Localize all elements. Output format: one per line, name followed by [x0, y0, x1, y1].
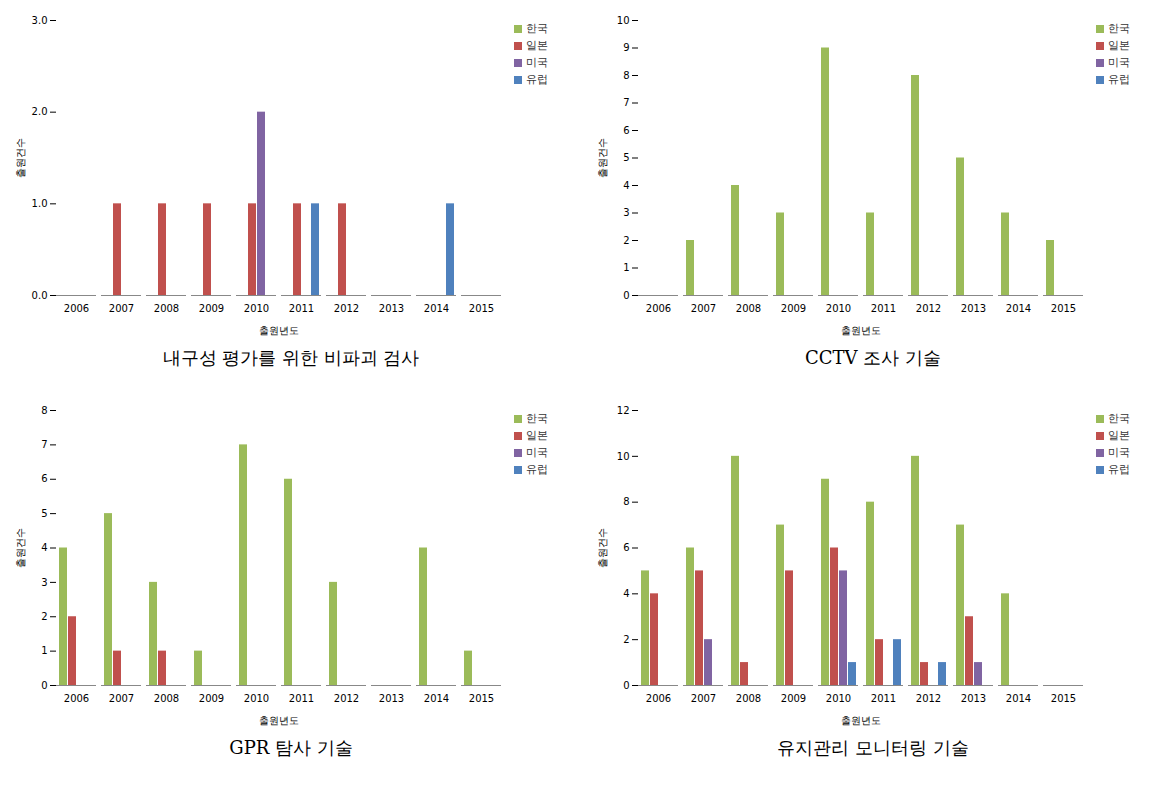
- svg-text:2015: 2015: [469, 303, 494, 314]
- svg-text:1: 1: [41, 645, 47, 656]
- html-text:일본: 일본: [1108, 39, 1130, 52]
- svg-text:2014: 2014: [424, 693, 449, 704]
- html-text:일본: 일본: [1108, 429, 1130, 442]
- svg-text:6: 6: [41, 473, 47, 484]
- svg-text:2007: 2007: [691, 693, 716, 704]
- svg-text:출원년도: 출원년도: [841, 715, 881, 726]
- svg-text:8: 8: [41, 405, 47, 416]
- html-text:유럽: 유럽: [1108, 463, 1130, 476]
- html-text:유럽: 유럽: [1108, 73, 1130, 86]
- svg-text:2013: 2013: [379, 693, 404, 704]
- svg-text:2012: 2012: [916, 303, 941, 314]
- svg-text:1.0: 1.0: [32, 198, 48, 209]
- svg-text:2012: 2012: [334, 693, 359, 704]
- html-text:유지관리 모니터링 기술: 유지관리 모니터링 기술: [777, 737, 969, 758]
- svg-text:2006: 2006: [646, 303, 671, 314]
- svg-text:2008: 2008: [154, 303, 179, 314]
- html-text:한국: 한국: [526, 412, 548, 425]
- svg-text:2: 2: [41, 611, 47, 622]
- svg-text:2011: 2011: [871, 303, 896, 314]
- html-text:유럽: 유럽: [526, 73, 548, 86]
- html-text:유럽: 유럽: [526, 463, 548, 476]
- svg-text:출원건수: 출원건수: [597, 528, 608, 568]
- svg-text:2: 2: [623, 235, 629, 246]
- svg-text:2007: 2007: [109, 303, 134, 314]
- html-text:미국: 미국: [1108, 446, 1130, 459]
- svg-text:출원년도: 출원년도: [259, 325, 299, 336]
- svg-text:0: 0: [623, 680, 629, 691]
- svg-text:5: 5: [41, 508, 47, 519]
- svg-text:2012: 2012: [916, 693, 941, 704]
- html-text:한국: 한국: [1108, 22, 1130, 35]
- html-text:미국: 미국: [1108, 56, 1130, 69]
- svg-text:2009: 2009: [199, 303, 224, 314]
- svg-text:2013: 2013: [961, 303, 986, 314]
- svg-text:3: 3: [41, 577, 47, 588]
- svg-text:2013: 2013: [961, 693, 986, 704]
- html-text:한국: 한국: [526, 22, 548, 35]
- svg-text:0: 0: [41, 680, 47, 691]
- svg-text:3.0: 3.0: [32, 15, 48, 26]
- svg-text:2006: 2006: [646, 693, 671, 704]
- svg-text:출원년도: 출원년도: [259, 715, 299, 726]
- svg-text:7: 7: [623, 97, 629, 108]
- svg-text:2010: 2010: [826, 303, 851, 314]
- svg-text:2010: 2010: [244, 693, 269, 704]
- svg-text:2006: 2006: [64, 303, 89, 314]
- svg-text:0.0: 0.0: [32, 290, 48, 301]
- html-text:미국: 미국: [526, 56, 548, 69]
- svg-text:3: 3: [623, 207, 629, 218]
- svg-text:10: 10: [617, 451, 630, 462]
- svg-text:2007: 2007: [691, 303, 716, 314]
- svg-text:2008: 2008: [736, 693, 761, 704]
- svg-text:2012: 2012: [334, 303, 359, 314]
- svg-text:9: 9: [623, 42, 629, 53]
- svg-text:2014: 2014: [1006, 693, 1031, 704]
- svg-text:4: 4: [41, 542, 47, 553]
- svg-text:출원건수: 출원건수: [15, 528, 26, 568]
- svg-text:4: 4: [623, 588, 629, 599]
- html-text:한국: 한국: [1108, 412, 1130, 425]
- svg-text:5: 5: [623, 152, 629, 163]
- svg-text:4: 4: [623, 180, 629, 191]
- svg-text:2011: 2011: [289, 693, 314, 704]
- svg-text:2014: 2014: [1006, 303, 1031, 314]
- svg-text:8: 8: [623, 70, 629, 81]
- svg-text:2014: 2014: [424, 303, 449, 314]
- svg-text:7: 7: [41, 439, 47, 450]
- svg-text:2010: 2010: [826, 693, 851, 704]
- svg-text:출원건수: 출원건수: [15, 138, 26, 178]
- svg-text:8: 8: [623, 496, 629, 507]
- svg-text:2011: 2011: [289, 303, 314, 314]
- html-text:미국: 미국: [526, 446, 548, 459]
- html-text:일본: 일본: [526, 429, 548, 442]
- svg-text:10: 10: [617, 15, 630, 26]
- svg-text:2006: 2006: [64, 693, 89, 704]
- svg-text:0: 0: [623, 290, 629, 301]
- svg-text:1: 1: [623, 262, 629, 273]
- svg-text:2015: 2015: [1051, 693, 1076, 704]
- svg-text:2013: 2013: [379, 303, 404, 314]
- html-text:GPR 탐사 기술: GPR 탐사 기술: [229, 737, 353, 758]
- svg-text:6: 6: [623, 125, 629, 136]
- svg-text:2008: 2008: [736, 303, 761, 314]
- svg-text:12: 12: [617, 405, 630, 416]
- svg-text:2009: 2009: [199, 693, 224, 704]
- svg-text:2.0: 2.0: [32, 106, 48, 117]
- svg-text:2015: 2015: [469, 693, 494, 704]
- svg-text:출원년도: 출원년도: [841, 325, 881, 336]
- html-text:일본: 일본: [526, 39, 548, 52]
- html-text:내구성 평가를 위한 비파괴 검사: 내구성 평가를 위한 비파괴 검사: [162, 347, 420, 368]
- html-text:CCTV 조사 기술: CCTV 조사 기술: [805, 347, 941, 368]
- svg-text:2015: 2015: [1051, 303, 1076, 314]
- svg-text:6: 6: [623, 542, 629, 553]
- svg-text:2009: 2009: [781, 693, 806, 704]
- svg-text:2: 2: [623, 634, 629, 645]
- svg-text:2010: 2010: [244, 303, 269, 314]
- svg-text:2008: 2008: [154, 693, 179, 704]
- svg-text:2011: 2011: [871, 693, 896, 704]
- svg-text:출원건수: 출원건수: [597, 138, 608, 178]
- svg-text:2009: 2009: [781, 303, 806, 314]
- svg-text:2007: 2007: [109, 693, 134, 704]
